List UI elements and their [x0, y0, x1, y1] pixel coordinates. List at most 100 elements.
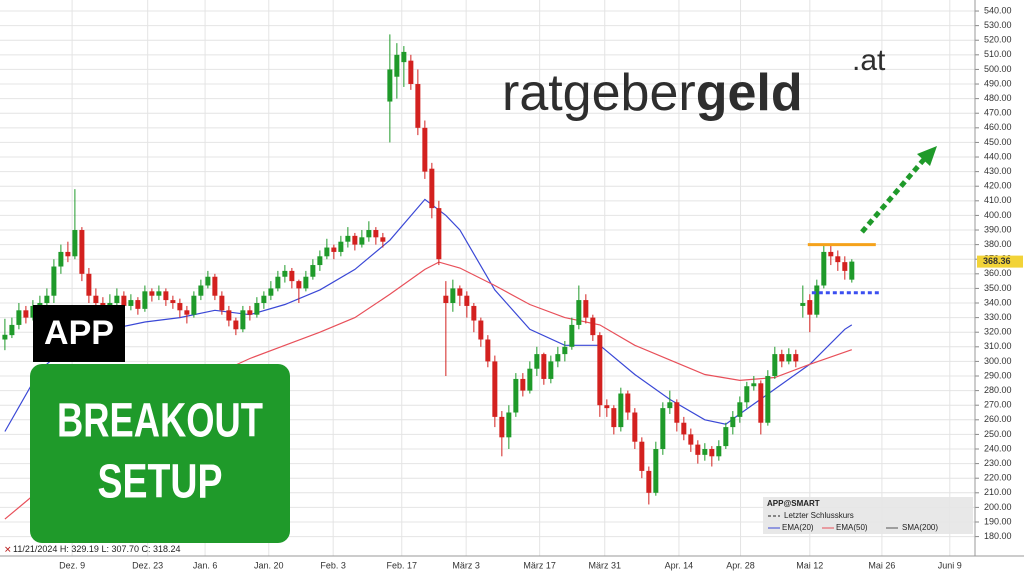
x-tick-label: März 31	[588, 560, 621, 570]
candle-body	[548, 361, 554, 379]
x-tick-label: Jan. 6	[193, 560, 218, 570]
candle-body	[2, 334, 8, 340]
candle-body	[359, 237, 365, 245]
candle-body	[681, 422, 687, 435]
candle-body	[275, 276, 281, 289]
y-tick-label: 450.00	[984, 137, 1012, 147]
logo-suffix: .at	[852, 44, 886, 77]
candle-body	[625, 393, 631, 413]
info-high: H: 329.19	[60, 544, 99, 554]
y-tick-label: 250.00	[984, 429, 1012, 439]
y-tick-label: 470.00	[984, 108, 1012, 118]
candle-body	[821, 251, 827, 286]
candle-body	[744, 386, 750, 403]
candle-body	[93, 295, 99, 304]
candle-body	[814, 285, 820, 315]
candle-body	[387, 69, 393, 102]
x-tick-label: März 3	[452, 560, 480, 570]
candle-body	[457, 288, 463, 296]
candle-body	[723, 427, 729, 447]
candle-body	[394, 54, 400, 77]
candle-body	[674, 402, 680, 423]
candle-body	[289, 270, 295, 282]
candle-body	[37, 303, 43, 306]
candle-body	[163, 291, 169, 301]
x-tick-label: Feb. 3	[320, 560, 346, 570]
candle-body	[135, 300, 141, 309]
price-tag	[977, 255, 1023, 268]
candle-body	[156, 291, 162, 296]
legend-label: Letzter Schlusskurs	[784, 511, 854, 520]
candle-body	[786, 354, 792, 362]
candle-body	[772, 354, 778, 377]
x-tick-label: Dez. 9	[59, 560, 85, 570]
candle-body	[44, 295, 50, 304]
y-tick-label: 360.00	[984, 268, 1012, 278]
candle-body	[401, 51, 407, 63]
info-close: C: 318.24	[142, 544, 181, 554]
candle-body	[149, 291, 155, 296]
candle-body	[688, 434, 694, 445]
candle-body	[345, 235, 351, 242]
overlay: ratgebergeld .at APP BREAKOUT SETUP APP@…	[4, 44, 973, 554]
y-tick-label: 520.00	[984, 35, 1012, 45]
x-tick-label: Apr. 14	[665, 560, 694, 570]
y-tick-label: 340.00	[984, 297, 1012, 307]
candle-body	[366, 230, 372, 238]
candle-body	[338, 241, 344, 252]
candle-body	[9, 324, 15, 336]
candles: 368.36	[2, 34, 1023, 505]
x-tick-label: Juni 9	[938, 560, 962, 570]
candle-body	[695, 444, 701, 455]
y-tick-label: 290.00	[984, 370, 1012, 380]
logo-bold: geld	[696, 64, 803, 122]
y-tick-label: 240.00	[984, 443, 1012, 453]
candle-body	[219, 295, 225, 311]
candle-body	[226, 310, 232, 321]
arrow-line	[860, 155, 928, 234]
candle-body	[65, 251, 71, 257]
candle-body	[632, 412, 638, 442]
y-tick-label: 330.00	[984, 312, 1012, 322]
setup-text: BREAKOUT	[57, 395, 263, 448]
candle-body	[23, 310, 29, 318]
candle-body	[513, 378, 519, 413]
setup-text: SETUP	[98, 456, 223, 509]
y-tick-label: 440.00	[984, 151, 1012, 161]
y-tick-label: 210.00	[984, 487, 1012, 497]
candle-body	[324, 247, 330, 257]
x-tick-label: März 17	[523, 560, 556, 570]
setup-box	[30, 364, 290, 543]
y-tick-label: 200.00	[984, 502, 1012, 512]
candle-body	[499, 416, 505, 438]
candle-body	[415, 84, 421, 128]
candle-body	[79, 230, 85, 274]
candle-body	[534, 354, 540, 369]
candle-body	[121, 295, 127, 306]
y-tick-label: 430.00	[984, 166, 1012, 176]
y-tick-label: 490.00	[984, 78, 1012, 88]
candle-body	[142, 291, 148, 309]
y-tick-label: 480.00	[984, 93, 1012, 103]
candle-body	[793, 354, 799, 362]
candle-body	[800, 303, 806, 306]
legend-label: EMA(20)	[782, 523, 814, 532]
candle-body	[716, 446, 722, 457]
candle-body	[184, 310, 190, 315]
candle-body	[702, 449, 708, 455]
legend-title: APP@SMART	[767, 499, 820, 508]
legend-box	[763, 497, 973, 534]
candle-body	[114, 295, 120, 304]
candle-body	[541, 354, 547, 379]
candle-body	[58, 251, 64, 267]
candle-body	[660, 408, 666, 450]
x-tick-label: Dez. 23	[132, 560, 163, 570]
candle-body	[233, 320, 239, 330]
candle-body	[653, 449, 659, 493]
candle-body	[198, 285, 204, 296]
candle-body	[807, 300, 813, 315]
y-tick-label: 260.00	[984, 414, 1012, 424]
candle-body	[51, 266, 57, 296]
candle-body	[576, 300, 582, 325]
